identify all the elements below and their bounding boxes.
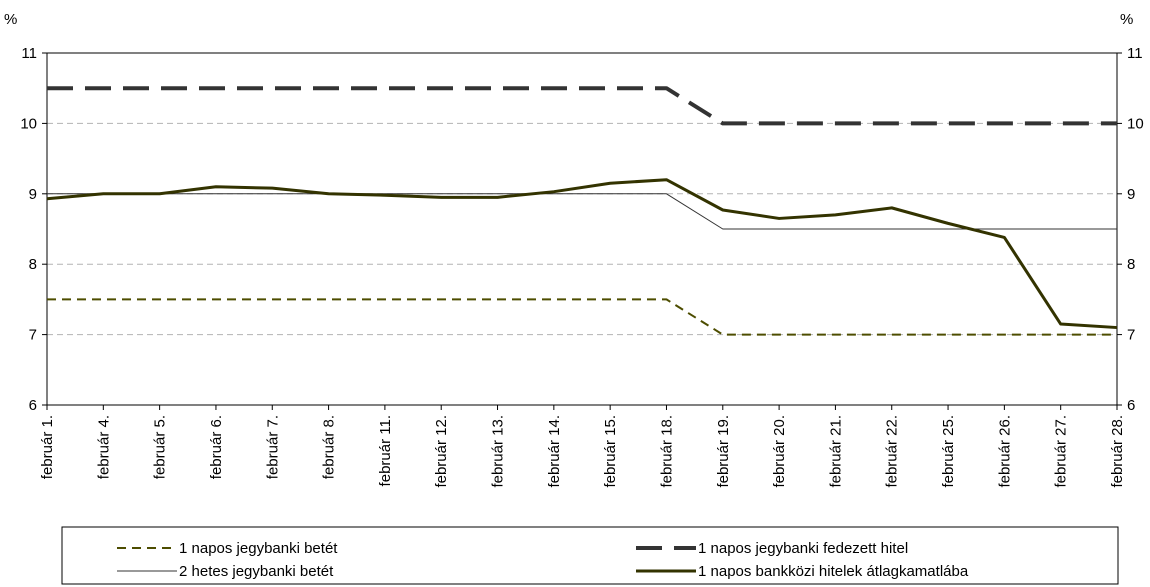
x-tick-label: február 11. — [377, 415, 394, 486]
legend-label-4: 1 napos bankközi hitelek átlagkamatlába — [698, 563, 969, 580]
legend-label-3: 1 napos jegybanki fedezett hitel — [698, 540, 908, 557]
x-tick-label: február 4. — [95, 415, 112, 479]
legend: 1 napos jegybanki betét 1 napos jegybanki… — [61, 526, 1119, 585]
series-lines — [46, 86, 1118, 336]
x-tick-label: február 25. — [940, 415, 957, 488]
x-tick-label: február 1. — [39, 415, 56, 479]
right-y-tick-label: 6 — [1127, 397, 1135, 414]
legend-label-2: 2 hetes jegybanki betét — [179, 563, 334, 580]
left-y-tick-label: 7 — [29, 327, 37, 344]
right-y-tick-label: 8 — [1127, 256, 1135, 273]
left-y-tick-label: 8 — [29, 256, 37, 273]
legend-label-1: 1 napos jegybanki betét — [179, 540, 338, 557]
left-y-tick-label: 11 — [21, 45, 37, 62]
x-tick-label: február 28. — [1109, 415, 1126, 488]
x-tick-label: február 19. — [715, 415, 732, 488]
x-tick-label: február 8. — [321, 415, 338, 479]
left-y-tick-label: 6 — [29, 397, 37, 414]
x-tick-label: február 7. — [264, 415, 281, 479]
x-tick-label: február 26. — [996, 415, 1013, 488]
x-tick-label: február 5. — [152, 415, 169, 479]
series-line-3 — [47, 86, 1117, 126]
x-tick-label: február 15. — [602, 415, 619, 488]
axes: 6 6 7 7 8 8 9 9 10 10 11 11 február 1. február 4. febr… — [20, 45, 1143, 488]
x-tick-label: február 20. — [771, 415, 788, 488]
series-line-4 — [46, 178, 1118, 330]
series-line-2 — [47, 193, 1117, 230]
series-line-1 — [47, 298, 1117, 336]
x-tick-label: február 22. — [884, 415, 901, 488]
x-tick-label: február 14. — [546, 415, 563, 488]
x-tick-label: február 21. — [827, 415, 844, 488]
right-y-tick-label: 7 — [1127, 327, 1135, 344]
left-y-tick-label: 9 — [29, 186, 37, 203]
x-tick-label: február 18. — [658, 415, 675, 488]
right-y-tick-label: 11 — [1127, 45, 1143, 62]
x-tick-label: február 13. — [490, 415, 507, 488]
legend-box — [61, 526, 1119, 585]
right-y-tick-label: 10 — [1127, 115, 1144, 132]
x-tick-label: február 27. — [1053, 415, 1070, 488]
left-y-tick-label: 10 — [20, 115, 37, 132]
x-tick-label: február 12. — [433, 415, 450, 488]
right-y-tick-label: 9 — [1127, 186, 1135, 203]
right-axis-unit: % — [1120, 11, 1133, 28]
x-tick-label: február 6. — [208, 415, 225, 479]
left-axis-unit: % — [4, 11, 17, 28]
